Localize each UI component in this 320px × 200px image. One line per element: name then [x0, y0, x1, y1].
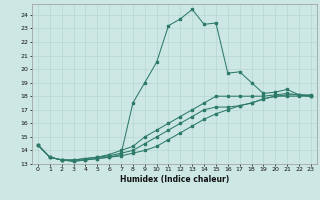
X-axis label: Humidex (Indice chaleur): Humidex (Indice chaleur) — [120, 175, 229, 184]
